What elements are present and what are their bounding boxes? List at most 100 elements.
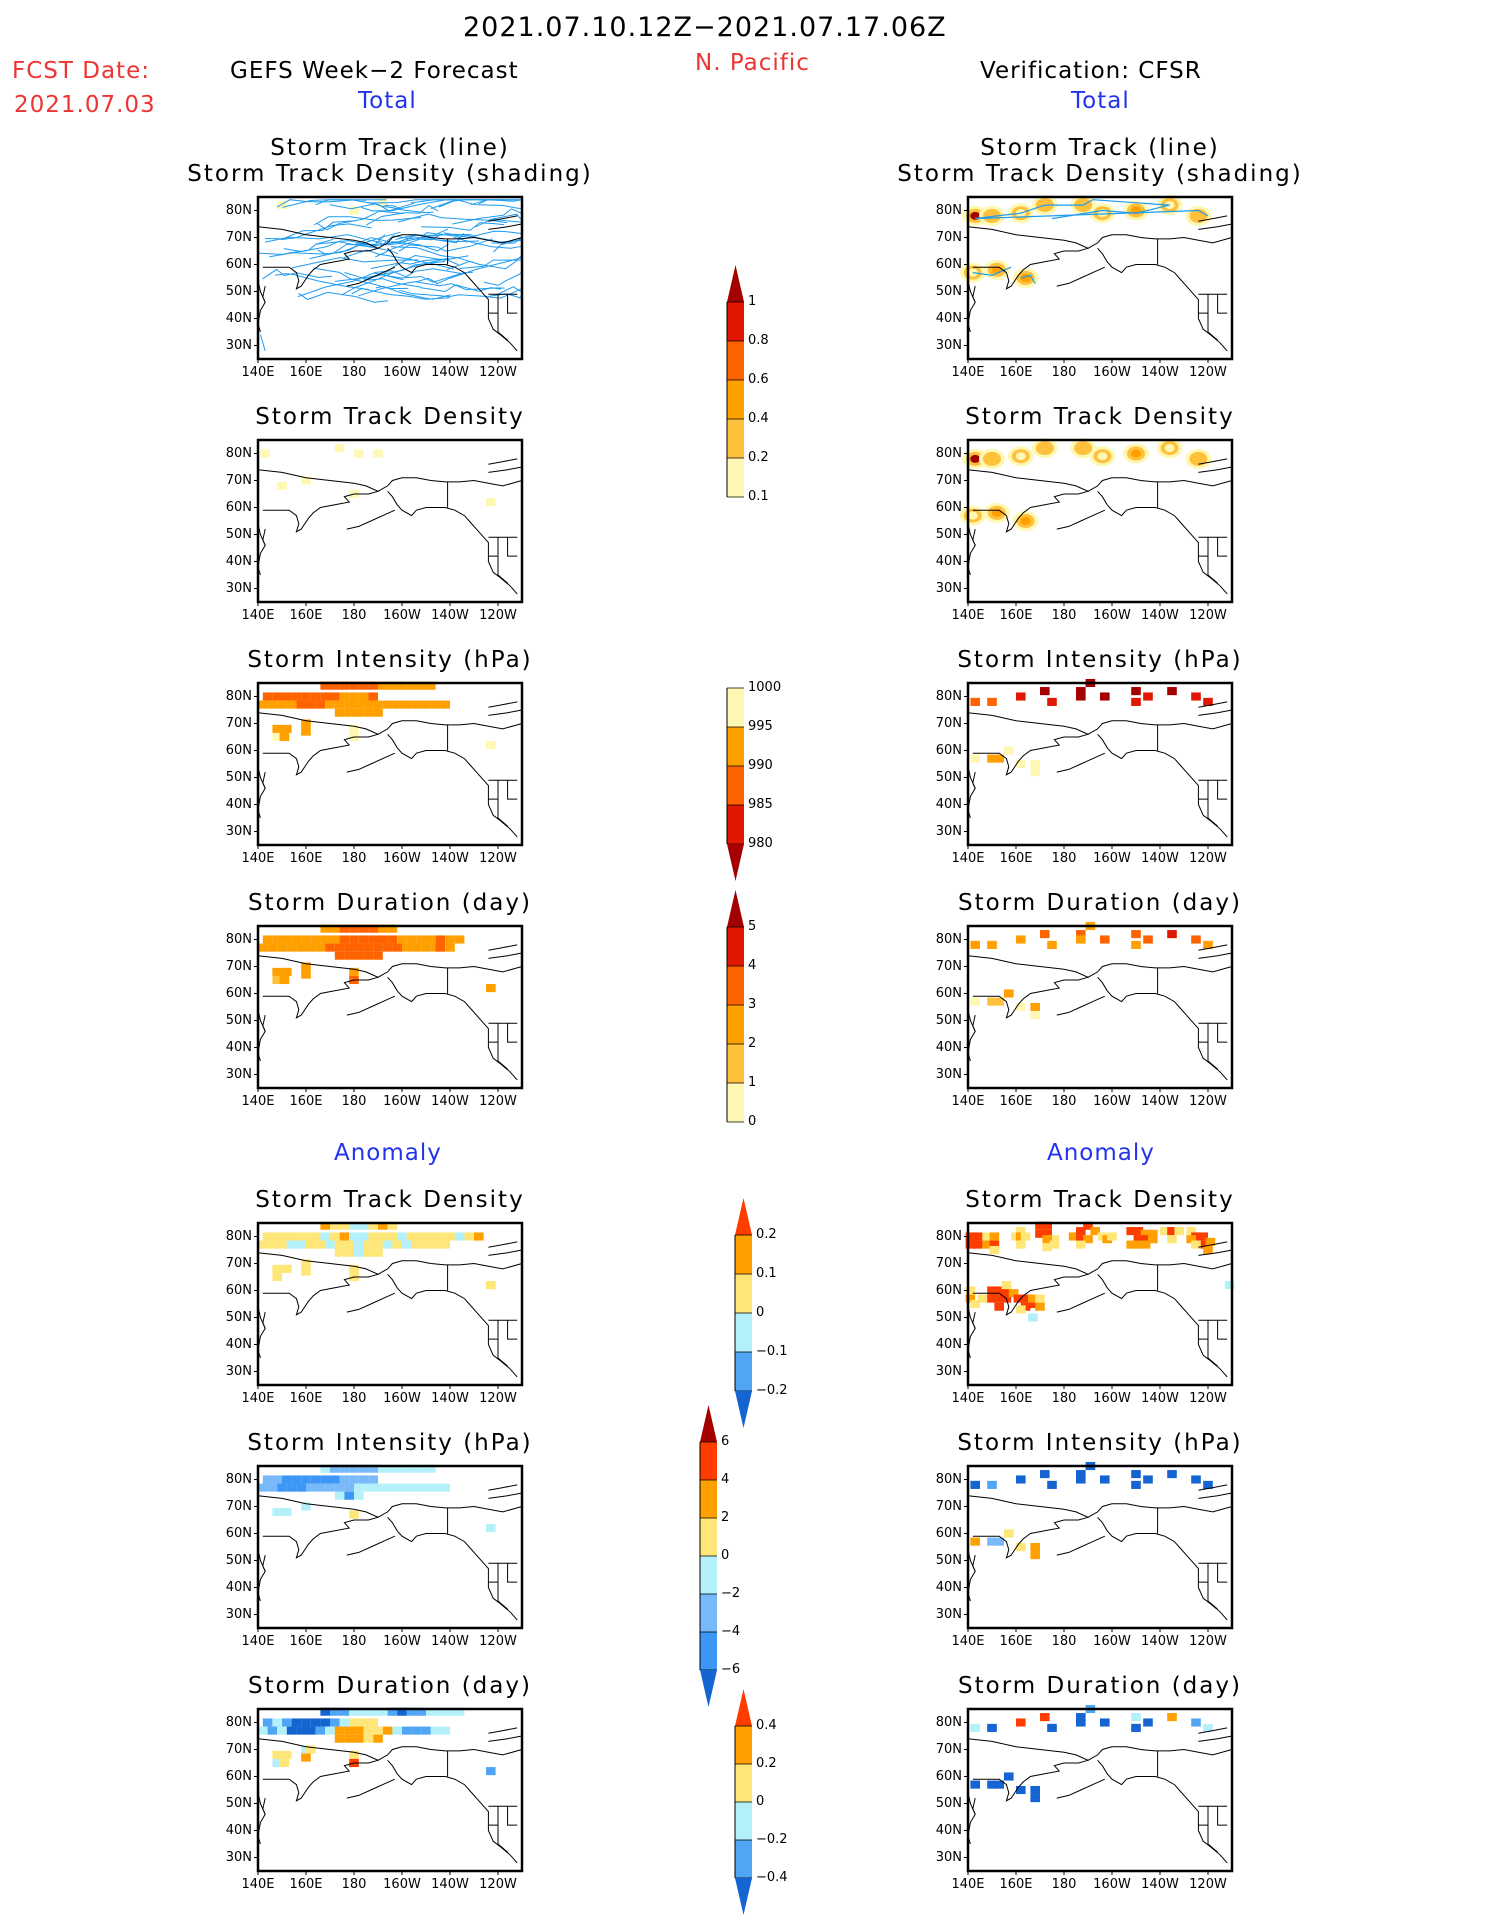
colorbar-label: 990 [748, 758, 773, 773]
map-panel-vf-density [959, 438, 1234, 606]
lat-tick-label: 80N [225, 1228, 252, 1244]
colorbar-band [700, 1442, 717, 1480]
shaded-cell [1191, 1240, 1201, 1249]
map-frame [256, 1707, 524, 1873]
colorbar-label: −2 [721, 1586, 741, 1601]
lat-tick-label: 80N [935, 1471, 962, 1487]
lat-tick-label: 30N [225, 823, 252, 839]
shaded-cell [272, 724, 282, 733]
storm-track-line [315, 199, 415, 212]
shaded-cell [387, 1232, 398, 1241]
shaded-cell [291, 1475, 302, 1484]
shaded-cell [358, 1464, 369, 1473]
shaded-cell [354, 1240, 364, 1249]
shaded-cell [406, 1232, 417, 1241]
shaded-cell [994, 1286, 1004, 1295]
lon-tick-label: 180 [341, 608, 367, 623]
shaded-cell [406, 1707, 417, 1716]
shaded-cell [1224, 1281, 1235, 1290]
coastline [1198, 1735, 1233, 1742]
shaded-cell [994, 1302, 1004, 1311]
coastline [377, 1260, 523, 1275]
colorbar-label: 0.2 [748, 450, 769, 465]
colorbar-band [727, 419, 744, 458]
shaded-cell [421, 1726, 431, 1735]
shaded-cell [486, 741, 496, 750]
shaded-cell [339, 1707, 350, 1716]
shaded-cell [334, 943, 345, 952]
region-title: N. Pacific [695, 50, 810, 76]
colorbar-band [727, 766, 744, 805]
panel-title: Storm Intensity (hPa) [247, 647, 533, 673]
shaded-cell [1205, 1237, 1216, 1246]
storm-track-line [275, 273, 370, 290]
shaded-cell [1040, 687, 1050, 696]
panel-title: Storm Track (line) [270, 135, 510, 161]
coastline [507, 1563, 518, 1583]
lat-tick-label: 40N [935, 796, 962, 812]
shaded-cell [354, 1483, 364, 1492]
lon-tick-label: 140W [1141, 608, 1179, 623]
shaded-cell [349, 1221, 359, 1230]
coastline [488, 701, 518, 708]
shaded-cell [406, 935, 417, 944]
coastline [967, 712, 1090, 776]
colorbar-label: 0.2 [756, 1227, 777, 1242]
shaded-cell [272, 1750, 282, 1759]
lon-tick-label: 160E [999, 1391, 1033, 1406]
lat-tick-label: 40N [935, 1039, 962, 1055]
shaded-cell [349, 724, 359, 733]
shaded-cell [320, 1475, 330, 1484]
shaded-cell [349, 1510, 359, 1519]
shaded-cell [363, 700, 374, 709]
shaded-cell [1016, 1232, 1026, 1241]
lon-tick-label: 140E [951, 1391, 985, 1406]
shaded-cell [1049, 1235, 1060, 1244]
coastline [1087, 234, 1233, 249]
storm-track-line [329, 203, 402, 211]
shaded-cell [344, 700, 354, 709]
shaded-cell [310, 1718, 321, 1727]
shaded-cell [272, 975, 282, 985]
density-core [991, 508, 1002, 517]
shaded-cell [358, 681, 369, 690]
shaded-cell [291, 935, 302, 944]
colorbar-band [735, 1352, 752, 1391]
lat-tick-label: 70N [225, 715, 252, 731]
shaded-cell [286, 1240, 297, 1249]
shaded-cell [363, 951, 374, 960]
map-panel-fc-intensity-anom [254, 1464, 524, 1632]
shaded-cell [435, 1707, 446, 1716]
shaded-cell [994, 1537, 1004, 1546]
lat-tick-label: 40N [225, 1336, 252, 1352]
shaded-cell [282, 724, 292, 733]
map-plot [964, 1704, 1234, 1875]
shaded-cell [1167, 1235, 1177, 1244]
shaded-cell [987, 697, 997, 706]
shaded-cell [1100, 1718, 1110, 1727]
shaded-cell [1035, 1294, 1045, 1303]
shaded-cell [1133, 1235, 1144, 1244]
colorbar-band [727, 1044, 744, 1083]
lat-tick-label: 70N [935, 958, 962, 974]
coastline [346, 995, 396, 1016]
shaded-cell [421, 1240, 431, 1249]
map-frame [256, 438, 524, 604]
shaded-cell [454, 1707, 465, 1716]
coastline [497, 313, 508, 341]
shaded-cell [272, 732, 282, 742]
shaded-cell [339, 1475, 350, 1484]
lon-tick-label: 140E [241, 1634, 275, 1649]
panel-title: Storm Track Density [255, 1187, 525, 1213]
shaded-cell [301, 1267, 311, 1276]
coastline [387, 1516, 518, 1621]
colorbar-band [735, 1313, 752, 1352]
shaded-cell [392, 1240, 402, 1249]
coastline [262, 528, 266, 546]
storm-track-line [317, 231, 401, 255]
shaded-cell [267, 1726, 278, 1735]
storm-track-line [280, 223, 372, 241]
shaded-cell [1131, 687, 1141, 696]
shaded-cell [358, 935, 369, 944]
shaded-cell [301, 692, 311, 701]
